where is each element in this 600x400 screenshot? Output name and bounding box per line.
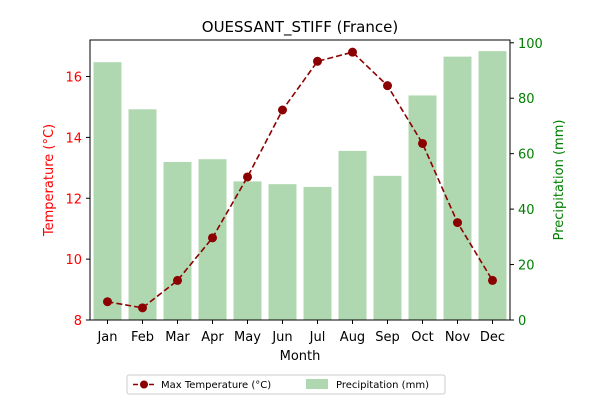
temperature-point-sep [383,81,392,91]
temperature-point-may [243,172,252,182]
y-left-tick-label: 16 [65,71,82,86]
x-tick-label-sep: Sep [375,330,400,345]
temperature-point-feb [138,303,147,313]
x-axis-title: Month [280,349,321,364]
temperature-point-jan [103,297,112,307]
x-tick-label-may: May [234,330,261,345]
temperature-point-oct [418,138,427,148]
y-left-tick-label: 10 [65,253,82,268]
legend-bar-swatch [306,379,328,389]
y-left-tick-label: 8 [74,314,82,329]
temperature-point-jun [278,105,287,115]
precipitation-bar-jan [93,62,122,320]
precipitation-bar-nov [443,56,472,320]
x-tick-label-nov: Nov [445,330,471,345]
precipitation-bars [93,51,507,320]
y-right-tick-label: 80 [518,92,535,107]
temperature-point-nov [453,218,462,228]
y-axis-right: 0 20 40 60 80 100 [510,37,543,329]
y-right-tick-label: 0 [518,314,526,329]
x-tick-label-jun: Jun [271,330,292,345]
y-right-tick-label: 20 [518,259,535,274]
x-tick-label-dec: Dec [480,330,505,345]
plot-border [89,39,511,321]
y-axis-left: 8 10 12 14 16 [65,71,90,329]
temperature-point-mar [173,275,182,285]
x-tick-label-aug: Aug [340,330,365,345]
x-tick-label-oct: Oct [411,330,433,345]
legend-marker-swatch [140,380,148,389]
y-axis-right-title: Precipitation (mm) [552,120,567,241]
legend-label-precipitation: Precipitation (mm) [336,380,429,391]
temperature-point-apr [208,233,217,243]
temperature-point-jul [313,56,322,66]
temperature-line-path [107,51,494,309]
y-axis-left-title: Temperature (°C) [42,124,57,237]
x-tick-label-apr: Apr [201,330,224,345]
y-right-tick-label: 40 [518,203,535,218]
precipitation-bar-aug [338,150,367,320]
precipitation-bar-oct [408,95,437,320]
x-tick-label-jul: Jul [309,330,326,345]
legend-box [126,374,446,395]
temperature-line [103,47,497,313]
y-left-tick-label: 14 [65,131,82,146]
x-axis: Jan Feb Mar Apr May Jun Jul Aug Sep Oct Nov Dec [96,320,505,345]
precipitation-bar-feb [128,109,157,320]
x-tick-label-feb: Feb [131,330,154,345]
precipitation-bar-sep [373,175,402,320]
temperature-point-dec [488,275,497,285]
temperature-point-aug [348,47,357,57]
y-right-tick-label: 60 [518,148,535,163]
y-left-tick-label: 12 [65,192,82,207]
precipitation-bar-mar [163,161,192,320]
y-right-tick-label: 100 [518,37,543,52]
plot-frame [89,39,511,321]
precipitation-bar-may [233,181,262,320]
legend: Max Temperature (°C) Precipitation (mm) [126,374,446,395]
x-tick-label-jan: Jan [96,330,117,345]
precipitation-bar-jun [268,184,297,320]
x-tick-label-mar: Mar [165,330,190,345]
legend-label-temperature: Max Temperature (°C) [161,380,271,391]
chart-title: OUESSANT_STIFF (France) [202,18,398,37]
precipitation-bar-dec [478,51,507,320]
precipitation-bar-jul [303,186,332,320]
